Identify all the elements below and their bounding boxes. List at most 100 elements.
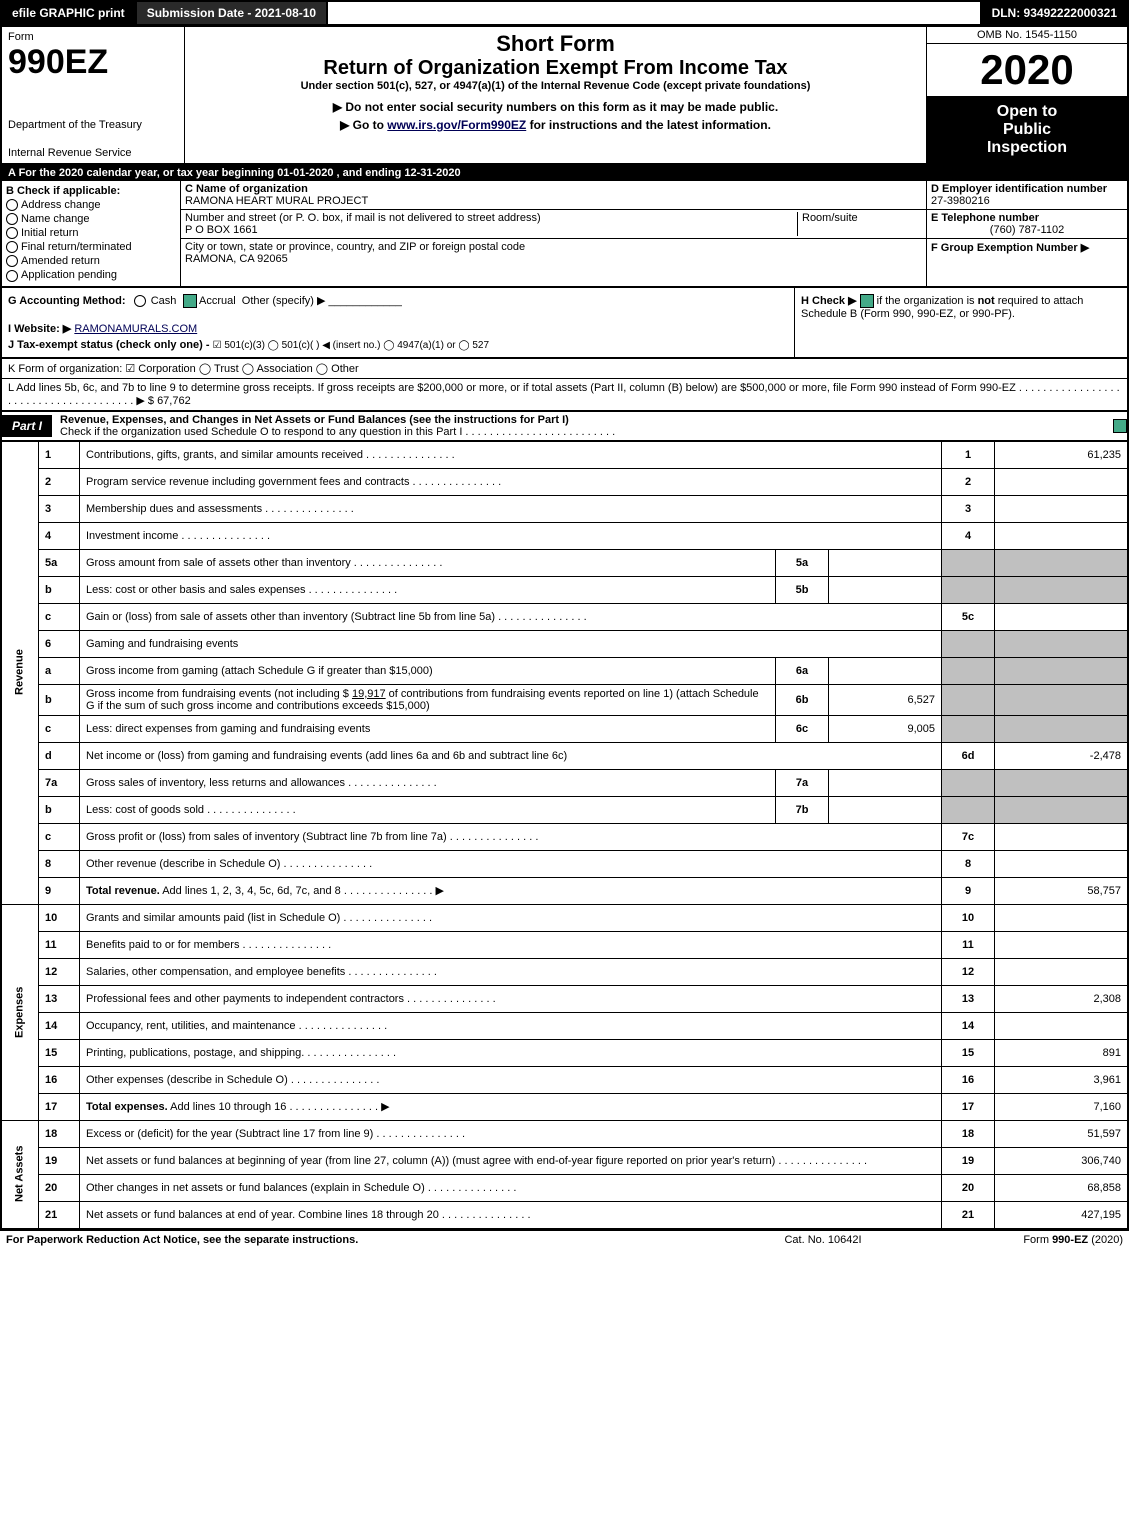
- l14-amount: [995, 1012, 1129, 1039]
- irs-link[interactable]: www.irs.gov/Form990EZ: [387, 118, 526, 132]
- l18-num: 18: [39, 1120, 80, 1147]
- subtitle: Under section 501(c), 527, or 4947(a)(1)…: [191, 80, 920, 92]
- l7b-sn: 7b: [776, 796, 829, 823]
- address-cell: Number and street (or P. O. box, if mail…: [181, 210, 926, 239]
- l18-ln: 18: [942, 1120, 995, 1147]
- form-label: Form: [8, 31, 178, 43]
- f-group-exemption: F Group Exemption Number ▶: [927, 239, 1127, 286]
- chk-accrual[interactable]: [183, 294, 197, 308]
- l3-num: 3: [39, 495, 80, 522]
- l6c-shade2: [995, 715, 1129, 742]
- l6b-desc: Gross income from fundraising events (no…: [80, 684, 776, 715]
- short-form-title: Short Form: [191, 31, 920, 57]
- l8-amount: [995, 850, 1129, 877]
- l3-ln: 3: [942, 495, 995, 522]
- l18-amount: 51,597: [995, 1120, 1129, 1147]
- l12-amount: [995, 958, 1129, 985]
- l11-desc: Benefits paid to or for members: [80, 931, 942, 958]
- part-i-tab: Part I: [2, 415, 52, 437]
- website-link[interactable]: RAMONAMURALS.COM: [74, 323, 197, 335]
- line-l-value: $ 67,762: [148, 395, 191, 407]
- l5b-shade1: [942, 576, 995, 603]
- l10-amount: [995, 904, 1129, 931]
- l18-desc: Excess or (deficit) for the year (Subtra…: [80, 1120, 942, 1147]
- part-i-table: Revenue 1 Contributions, gifts, grants, …: [0, 441, 1129, 1229]
- line-k: K Form of organization: ☑ Corporation ◯ …: [2, 359, 1127, 379]
- l6d-num: d: [39, 742, 80, 769]
- l5c-ln: 5c: [942, 603, 995, 630]
- l7b-desc: Less: cost of goods sold: [80, 796, 776, 823]
- dept-irs: Internal Revenue Service: [8, 147, 178, 159]
- goto-suffix: for instructions and the latest informat…: [526, 118, 771, 132]
- row-g-h: G Accounting Method: Cash Accrual Other …: [0, 288, 1129, 359]
- l6-shade1: [942, 630, 995, 657]
- j-options: ☑ 501(c)(3) ◯ 501(c)( ) ◀ (insert no.) ◯…: [213, 340, 489, 351]
- l7a-sv: [829, 769, 942, 796]
- l6c-num: c: [39, 715, 80, 742]
- l15-desc: Printing, publications, postage, and shi…: [80, 1039, 942, 1066]
- chk-initial-return[interactable]: Initial return: [6, 227, 176, 239]
- l6c-desc: Less: direct expenses from gaming and fu…: [80, 715, 776, 742]
- l5c-amount: [995, 603, 1129, 630]
- l17-ln: 17: [942, 1093, 995, 1120]
- l9-num: 9: [39, 877, 80, 904]
- section-g-i-j: G Accounting Method: Cash Accrual Other …: [2, 288, 794, 357]
- l6b-sv: 6,527: [829, 684, 942, 715]
- header-right: OMB No. 1545-1150 2020 Open to Public In…: [927, 27, 1127, 163]
- l7c-desc: Gross profit or (loss) from sales of inv…: [80, 823, 942, 850]
- main-title: Return of Organization Exempt From Incom…: [191, 57, 920, 80]
- chk-name-change[interactable]: Name change: [6, 213, 176, 225]
- l11-amount: [995, 931, 1129, 958]
- chk-final-return[interactable]: Final return/terminated: [6, 241, 176, 253]
- l6-shade2: [995, 630, 1129, 657]
- l20-num: 20: [39, 1174, 80, 1201]
- chk-schedule-o-used[interactable]: [1113, 419, 1127, 433]
- l1-num: 1: [39, 441, 80, 468]
- chk-cash[interactable]: [134, 295, 146, 307]
- l17-num: 17: [39, 1093, 80, 1120]
- i-label: I Website: ▶: [8, 323, 71, 335]
- l1-amount: 61,235: [995, 441, 1129, 468]
- paperwork-notice: For Paperwork Reduction Act Notice, see …: [6, 1234, 723, 1246]
- l4-ln: 4: [942, 522, 995, 549]
- instructions-link-row: ▶ Go to www.irs.gov/Form990EZ for instru…: [191, 118, 920, 132]
- room-label: Room/suite: [797, 212, 922, 236]
- l19-amount: 306,740: [995, 1147, 1129, 1174]
- l6a-shade1: [942, 657, 995, 684]
- e-value: (760) 787-1102: [931, 224, 1123, 236]
- l7b-shade1: [942, 796, 995, 823]
- g-accounting-method: G Accounting Method: Cash Accrual Other …: [8, 294, 788, 308]
- d-label: D Employer identification number: [931, 183, 1107, 195]
- l5a-desc: Gross amount from sale of assets other t…: [80, 549, 776, 576]
- d-value: 27-3980216: [931, 195, 990, 207]
- l6a-shade2: [995, 657, 1129, 684]
- l14-num: 14: [39, 1012, 80, 1039]
- page-footer: For Paperwork Reduction Act Notice, see …: [0, 1229, 1129, 1249]
- l10-desc: Grants and similar amounts paid (list in…: [80, 904, 942, 931]
- l7c-amount: [995, 823, 1129, 850]
- section-def: D Employer identification number 27-3980…: [926, 181, 1127, 286]
- l21-ln: 21: [942, 1201, 995, 1228]
- inspection-line2: Public: [931, 121, 1123, 139]
- chk-amended-return[interactable]: Amended return: [6, 255, 176, 267]
- l6b-sn: 6b: [776, 684, 829, 715]
- section-h: H Check ▶ if the organization is not req…: [794, 288, 1127, 357]
- addr-value: P O BOX 1661: [185, 224, 258, 236]
- l5b-num: b: [39, 576, 80, 603]
- l8-desc: Other revenue (describe in Schedule O): [80, 850, 942, 877]
- identity-block: B Check if applicable: Address change Na…: [0, 181, 1129, 288]
- l11-num: 11: [39, 931, 80, 958]
- submission-date-label: Submission Date - 2021-08-10: [137, 2, 328, 24]
- l5a-shade2: [995, 549, 1129, 576]
- chk-address-change[interactable]: Address change: [6, 199, 176, 211]
- part-i-header: Part I Revenue, Expenses, and Changes in…: [0, 411, 1129, 441]
- l4-amount: [995, 522, 1129, 549]
- chk-schedule-b-not-required required[interactable]: [860, 294, 874, 308]
- efile-print-button[interactable]: efile GRAPHIC print: [2, 2, 137, 24]
- j-label: J Tax-exempt status (check only one) -: [8, 339, 210, 351]
- omb-number: OMB No. 1545-1150: [927, 27, 1127, 44]
- chk-application-pending[interactable]: Application pending: [6, 269, 176, 281]
- l17-desc: Total expenses. Add lines 10 through 16 …: [80, 1093, 942, 1120]
- l15-ln: 15: [942, 1039, 995, 1066]
- i-website-row: I Website: ▶ RAMONAMURALS.COM: [8, 322, 788, 335]
